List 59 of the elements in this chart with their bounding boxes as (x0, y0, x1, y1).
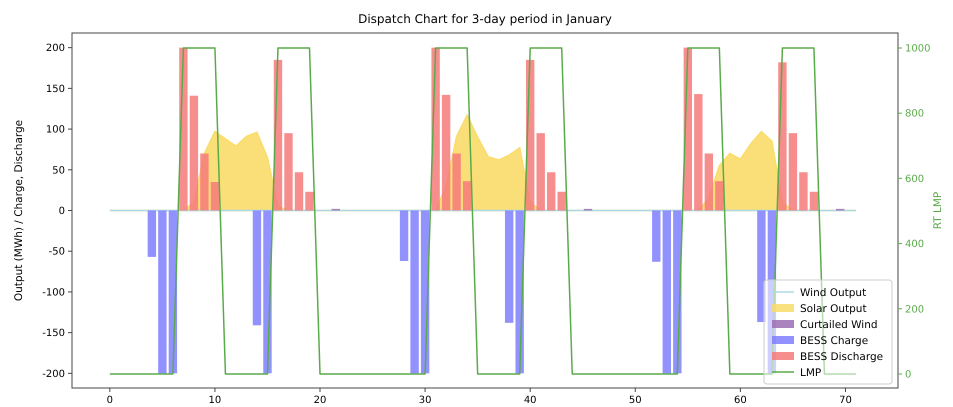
y2-tick-label: 800 (905, 108, 924, 120)
bar (410, 210, 419, 374)
bar (305, 192, 314, 210)
x-tick-label: 70 (839, 395, 852, 406)
bar (788, 133, 798, 210)
bar (400, 210, 408, 261)
x-tick-label: 0 (106, 395, 114, 406)
legend-label: Wind Output (800, 287, 866, 299)
x-tick-label: 10 (208, 395, 222, 406)
y2-tick-label: 1000 (905, 43, 930, 54)
y-tick-label: -200 (42, 368, 65, 380)
bar (452, 154, 461, 210)
bar (252, 210, 262, 326)
y2-tick-label: 0 (905, 369, 912, 380)
bar (704, 154, 714, 210)
bar (799, 172, 808, 210)
y-tick-label: 150 (46, 84, 65, 95)
y-tick-label: 100 (46, 124, 65, 136)
x-tick-label: 50 (628, 395, 642, 406)
bar (284, 133, 293, 210)
bar (810, 192, 818, 210)
bar (158, 210, 167, 374)
bar (462, 181, 472, 210)
bar (442, 94, 450, 210)
bar (694, 94, 703, 210)
legend-label: BESS Charge (800, 335, 868, 347)
x-tick-label: 20 (314, 395, 326, 406)
y-tick-label: -50 (48, 246, 65, 258)
y2-tick-label: 200 (905, 304, 924, 316)
legend-label: Curtailed Wind (800, 319, 878, 331)
bar (200, 154, 209, 210)
y-tick-label: -100 (42, 287, 65, 298)
bar (662, 210, 672, 374)
y2-axis-title: RT LMP (932, 192, 944, 230)
x-tick-label: 40 (524, 395, 537, 406)
legend-label: BESS Discharge (800, 351, 884, 363)
bar (715, 181, 724, 210)
y-tick-label: 50 (52, 165, 65, 176)
y-tick-label: -150 (42, 328, 65, 340)
bar (148, 210, 156, 257)
legend-label: LMP (800, 367, 822, 379)
bar (757, 210, 766, 322)
bar (294, 172, 304, 210)
x-tick-label: 30 (418, 395, 432, 406)
legend-label: Solar Output (800, 303, 867, 315)
y2-tick-label: 400 (905, 239, 924, 250)
y-tick-label: 200 (46, 43, 65, 54)
bar (210, 182, 220, 210)
y-tick-label: 0 (58, 206, 65, 217)
bar (536, 133, 545, 210)
y2-tick-label: 600 (905, 174, 924, 185)
bar (652, 210, 660, 262)
y-axis-title: Output (MWh) / Charge, Discharge (13, 120, 25, 302)
bar (190, 96, 198, 210)
x-tick-label: 60 (734, 395, 747, 406)
bar (558, 192, 566, 210)
chart-title: Dispatch Chart for 3-day period in January (358, 12, 612, 26)
bar (504, 210, 514, 323)
bar (547, 172, 556, 210)
